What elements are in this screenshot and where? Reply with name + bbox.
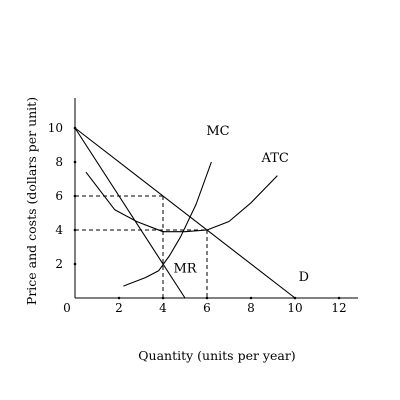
y-tick-mark — [73, 228, 77, 232]
curve-d — [74, 127, 296, 299]
curve-atc — [85, 171, 278, 233]
x-tick-mark — [161, 296, 165, 300]
curve-label-mr: MR — [173, 262, 197, 277]
y-tick-mark — [73, 160, 77, 164]
curve-mr — [74, 127, 186, 299]
x-tick-label: 12 — [331, 301, 346, 315]
y-tick-label: 10 — [48, 121, 63, 135]
curve-mc — [123, 161, 212, 287]
x-tick-mark — [337, 296, 341, 300]
curve-label-mc: MC — [206, 124, 229, 139]
curves — [74, 127, 296, 299]
y-tick-label: 2 — [55, 257, 63, 271]
y-tick-label: 8 — [55, 155, 63, 169]
x-tick-label: 4 — [159, 301, 167, 315]
x-tick-mark — [117, 296, 121, 300]
x-tick-label: 0 — [63, 301, 71, 315]
x-tick-mark — [249, 296, 253, 300]
curve-label-atc: ATC — [261, 151, 289, 166]
curve-labels: MC ATC MR D — [173, 124, 309, 285]
y-tick-label: 6 — [55, 189, 63, 203]
curve-label-d: D — [299, 270, 309, 285]
x-axis-title: Quantity (units per year) — [138, 348, 295, 363]
x-tick-label: 2 — [115, 301, 123, 315]
y-tick-mark — [73, 126, 77, 130]
x-tick-mark — [205, 296, 209, 300]
y-tick-mark — [73, 262, 77, 266]
ticks: 0 2 4 6 8 10 12 2 4 6 8 10 — [48, 121, 347, 315]
y-tick-mark — [73, 194, 77, 198]
x-tick-mark — [293, 296, 297, 300]
y-tick-label: 4 — [55, 223, 63, 237]
x-tick-label: 6 — [203, 301, 211, 315]
x-tick-label: 10 — [287, 301, 302, 315]
y-axis-title: Price and costs (dollars per unit) — [24, 97, 39, 305]
reference-lines — [75, 195, 208, 298]
x-tick-label: 8 — [247, 301, 255, 315]
